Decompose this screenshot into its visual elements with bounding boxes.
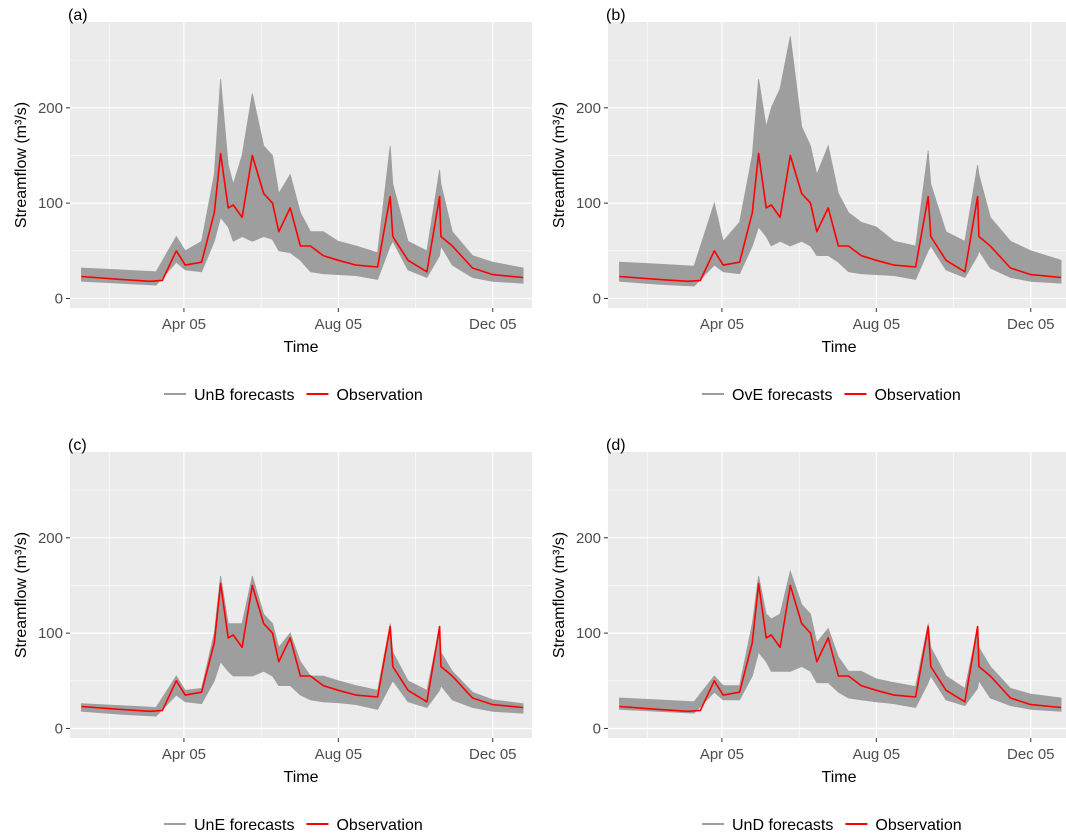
panel-d: 0 100 200 Apr 05 Aug 05 Dec 05 Time Streamflow …: [551, 437, 1066, 834]
y-tick-label: 0: [55, 720, 63, 737]
y-tick-label: 0: [55, 290, 63, 307]
x-tick-label: Aug 05: [315, 316, 363, 333]
panel-a: 0 100 200 Apr 05 Aug 05 Dec 05 Time Streamflow …: [13, 7, 532, 404]
y-tick-label: 100: [576, 195, 601, 212]
observation-line: [619, 152, 1062, 283]
x-tick-label: Dec 05: [469, 316, 517, 333]
y-tick-label: 200: [38, 100, 63, 117]
legend-label-observation: Observation: [336, 817, 422, 834]
x-tick-label: Aug 05: [853, 746, 901, 763]
y-tick-label: 100: [576, 625, 601, 642]
x-tick-label: Dec 05: [1007, 746, 1055, 763]
x-tick-label: Apr 05: [700, 316, 744, 333]
forecast-band: [619, 569, 1062, 714]
x-tick-label: Aug 05: [853, 316, 901, 333]
x-axis-title: Time: [822, 769, 857, 786]
x-tick-label: Apr 05: [162, 746, 206, 763]
y-tick-label: 100: [38, 195, 63, 212]
x-axis-title: Time: [822, 339, 857, 356]
observation-line: [619, 582, 1062, 713]
panel-label: (b): [606, 7, 626, 24]
legend-label-observation: Observation: [874, 387, 960, 404]
legend-label-observation: Observation: [336, 387, 422, 404]
x-axis-title: Time: [284, 769, 319, 786]
x-tick-label: Apr 05: [700, 746, 744, 763]
y-axis-title: Streamflow (m³/s): [13, 102, 30, 228]
observation-line: [81, 582, 524, 713]
x-tick-label: Aug 05: [315, 746, 363, 763]
legend-label-forecast: OvE forecasts: [732, 387, 832, 404]
y-axis-title: Streamflow (m³/s): [551, 532, 568, 658]
observation-line: [81, 152, 524, 283]
x-tick-label: Dec 05: [1007, 316, 1055, 333]
y-tick-label: 200: [576, 530, 601, 547]
forecast-band: [81, 79, 524, 286]
x-axis-title: Time: [284, 339, 319, 356]
legend: OvE forecasts Observation: [702, 387, 961, 404]
y-tick-label: 0: [593, 720, 601, 737]
legend-label-observation: Observation: [875, 817, 961, 834]
y-tick-label: 0: [593, 290, 601, 307]
legend: UnB forecasts Observation: [164, 387, 423, 404]
forecast-band: [81, 575, 524, 717]
legend-label-forecast: UnE forecasts: [194, 817, 294, 834]
y-tick-label: 100: [38, 625, 63, 642]
panel-label: (c): [68, 437, 87, 454]
y-axis-title: Streamflow (m³/s): [13, 532, 30, 658]
legend: UnD forecasts Observation: [702, 817, 962, 834]
x-tick-label: Apr 05: [162, 316, 206, 333]
panel-label: (d): [606, 437, 626, 454]
y-tick-label: 200: [38, 530, 63, 547]
y-axis-title: Streamflow (m³/s): [551, 102, 568, 228]
forecast-band: [619, 36, 1062, 287]
panel-label: (a): [68, 7, 88, 24]
panel-b: 0 100 200 Apr 05 Aug 05 Dec 05 Time Streamflow …: [551, 7, 1066, 404]
legend-label-forecast: UnB forecasts: [194, 387, 294, 404]
legend-label-forecast: UnD forecasts: [732, 817, 833, 834]
legend: UnE forecasts Observation: [164, 817, 423, 834]
panel-c: 0 100 200 Apr 05 Aug 05 Dec 05 Time Streamflow …: [13, 437, 532, 834]
x-tick-label: Dec 05: [469, 746, 517, 763]
y-tick-label: 200: [576, 100, 601, 117]
